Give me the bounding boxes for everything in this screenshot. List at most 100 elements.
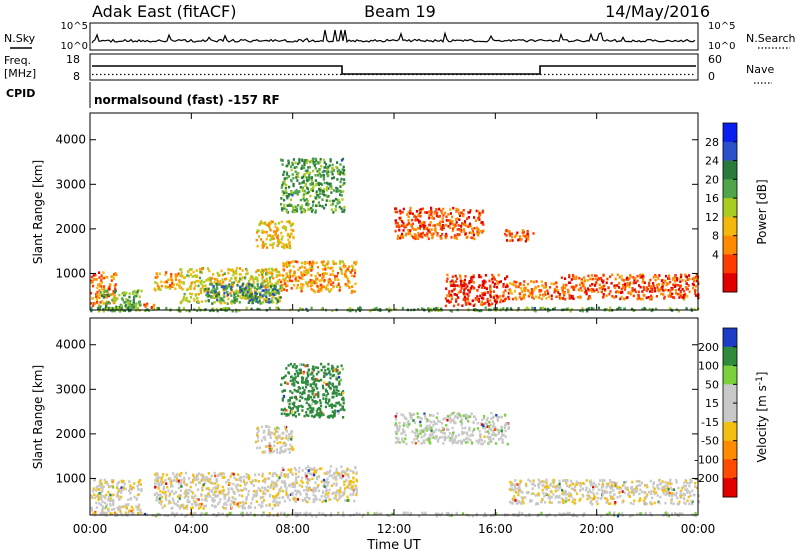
echo-cell bbox=[198, 502, 201, 506]
echo-cell bbox=[336, 161, 339, 164]
echo-cell bbox=[413, 233, 416, 236]
echo-cell bbox=[93, 302, 97, 305]
echo-cell bbox=[665, 282, 668, 285]
echo-cell bbox=[413, 431, 416, 435]
echo-cell bbox=[527, 491, 530, 494]
echo-cell bbox=[429, 436, 432, 440]
echo-cell bbox=[431, 433, 434, 436]
echo-cell bbox=[328, 164, 331, 167]
echo-cell bbox=[337, 198, 340, 202]
echo-cell bbox=[418, 416, 421, 419]
echo-cell bbox=[480, 286, 484, 289]
echo-cell bbox=[331, 199, 334, 203]
echo-cell bbox=[175, 490, 178, 494]
echo-cell bbox=[284, 381, 287, 385]
echo-cell bbox=[316, 366, 320, 370]
echo-cell bbox=[111, 498, 114, 502]
freq-trace bbox=[92, 65, 696, 75]
echo-cell bbox=[483, 293, 487, 296]
echo-cell bbox=[289, 470, 292, 474]
echo-cell bbox=[113, 294, 116, 297]
echo-cell bbox=[256, 288, 259, 291]
echo-cell bbox=[243, 291, 246, 294]
echo-cell bbox=[477, 299, 480, 302]
echo-cell bbox=[335, 388, 338, 392]
echo-cell bbox=[187, 287, 190, 291]
echo-cell bbox=[647, 287, 650, 291]
echo-cell bbox=[252, 298, 255, 301]
echo-cell bbox=[552, 308, 555, 311]
echo-cell bbox=[432, 420, 436, 423]
echo-cell bbox=[464, 286, 467, 290]
echo-cell bbox=[276, 441, 279, 445]
echo-cell bbox=[130, 509, 133, 513]
echo-cell bbox=[206, 476, 209, 480]
echo-cell bbox=[432, 217, 435, 220]
echo-cell bbox=[294, 376, 297, 379]
echo-cell bbox=[159, 490, 162, 493]
echo-cell bbox=[591, 503, 594, 506]
echo-cell bbox=[593, 274, 597, 277]
echo-cell bbox=[167, 278, 170, 281]
echo-cell bbox=[275, 500, 278, 503]
echo-cell bbox=[246, 269, 249, 272]
echo-cell bbox=[301, 164, 304, 168]
echo-cell bbox=[312, 160, 315, 164]
echo-cell bbox=[330, 191, 333, 194]
echo-cell bbox=[305, 401, 308, 405]
echo-cell bbox=[347, 476, 350, 479]
echo-cell bbox=[332, 262, 335, 266]
echo-cell bbox=[461, 280, 464, 283]
echo-cell bbox=[315, 377, 318, 381]
echo-cell bbox=[611, 295, 614, 298]
echo-cell bbox=[97, 307, 100, 310]
echo-cell bbox=[199, 504, 202, 507]
echo-cell bbox=[266, 246, 269, 249]
echo-cell bbox=[330, 288, 333, 291]
echo-cell bbox=[232, 300, 235, 303]
echo-cell bbox=[280, 231, 283, 235]
echo-cell bbox=[564, 500, 567, 503]
echo-cell bbox=[473, 287, 476, 290]
echo-cell bbox=[107, 301, 110, 304]
echo-cell bbox=[585, 479, 588, 482]
echo-cell bbox=[342, 416, 345, 419]
echo-cell bbox=[530, 291, 533, 294]
echo-cell bbox=[268, 288, 271, 292]
echo-cell bbox=[305, 385, 308, 389]
echo-cell bbox=[307, 166, 310, 169]
echo-cell bbox=[497, 429, 501, 432]
echo-cell bbox=[282, 173, 285, 176]
echo-cell bbox=[306, 187, 309, 191]
echo-cell bbox=[222, 492, 225, 495]
echo-cell bbox=[300, 287, 303, 291]
echo-cell bbox=[210, 296, 213, 299]
echo-cell bbox=[113, 301, 116, 305]
echo-cell bbox=[96, 300, 99, 304]
echo-cell bbox=[106, 292, 109, 295]
echo-cell bbox=[413, 421, 417, 425]
echo-cell bbox=[124, 300, 127, 304]
echo-cell bbox=[427, 307, 430, 310]
echo-cell bbox=[252, 484, 255, 487]
echo-cell bbox=[319, 187, 322, 190]
echo-cell bbox=[172, 501, 175, 505]
echo-cell bbox=[331, 382, 334, 386]
echo-cell bbox=[223, 301, 226, 304]
echo-cell bbox=[410, 417, 413, 421]
echo-cell bbox=[555, 295, 558, 299]
echo-cell bbox=[295, 389, 298, 393]
echo-cell bbox=[238, 267, 242, 270]
echo-cell bbox=[296, 381, 300, 384]
echo-cell bbox=[545, 297, 548, 300]
echo-cell bbox=[257, 426, 260, 430]
echo-cell bbox=[107, 496, 110, 499]
echo-cell bbox=[326, 482, 329, 485]
echo-cell bbox=[106, 301, 109, 305]
echo-cell bbox=[231, 309, 234, 313]
echo-cell bbox=[507, 422, 511, 425]
echo-cell bbox=[264, 480, 267, 484]
echo-cell bbox=[285, 426, 288, 429]
echo-cell bbox=[526, 289, 529, 292]
echo-cell bbox=[396, 437, 399, 441]
